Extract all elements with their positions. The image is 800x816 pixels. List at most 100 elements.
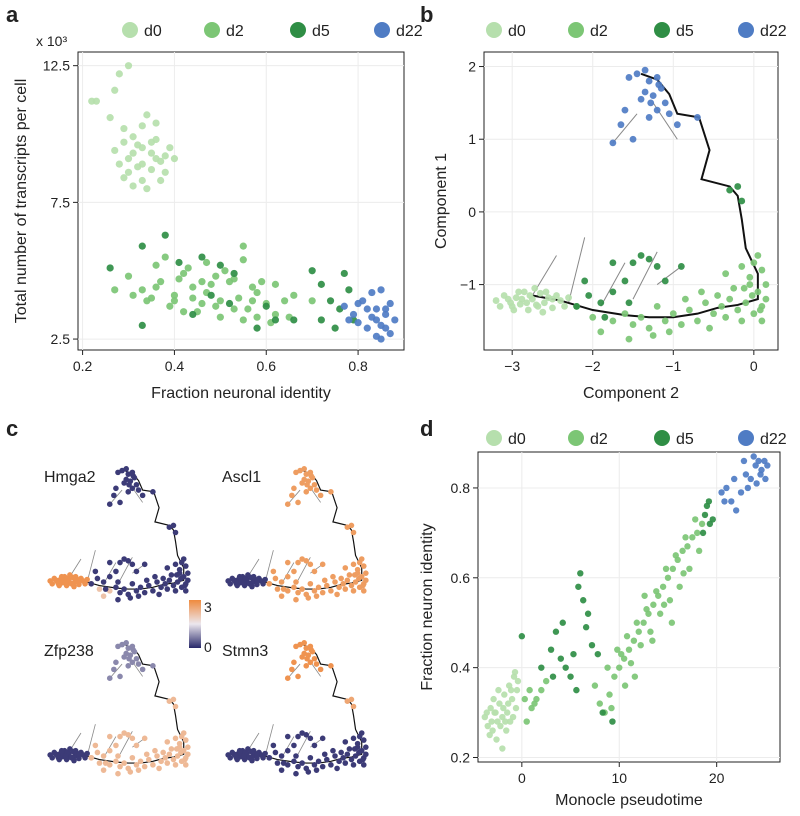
trajectory-backbone	[532, 72, 759, 319]
mini-cell-point	[278, 579, 285, 585]
mini-cell-point	[135, 593, 142, 599]
data-point-d22	[737, 489, 745, 496]
mini-cell-point	[102, 760, 109, 766]
x-tick-label: −3	[504, 358, 520, 374]
data-point-d0	[157, 157, 165, 165]
data-point-d22	[641, 88, 649, 96]
data-point-d2	[680, 570, 687, 577]
mini-cell-point	[299, 586, 305, 592]
data-point-d0	[515, 288, 523, 296]
mini-cell-point	[227, 580, 234, 587]
data-point-d22	[629, 135, 637, 143]
legend-marker-d0	[486, 430, 502, 446]
mini-cell-point	[289, 666, 295, 673]
mini-cell-point	[334, 591, 340, 598]
mini-cell-point	[249, 757, 255, 764]
mini-cell-point	[356, 575, 362, 582]
mini-cell-point	[245, 572, 251, 578]
mini-cell-point	[348, 582, 355, 589]
mini-cell-point	[172, 703, 179, 710]
mini-cell-point	[352, 579, 359, 585]
data-point-d0	[549, 304, 556, 312]
data-point-d0	[524, 306, 532, 314]
data-point-d0	[161, 168, 169, 176]
data-point-d5	[230, 269, 238, 278]
data-point-d5	[726, 186, 734, 194]
mini-cell-point	[182, 737, 189, 743]
data-point-d22	[661, 99, 669, 107]
mini-cell-point	[293, 579, 299, 585]
mini-cell-point	[135, 661, 142, 667]
data-point-d2	[521, 695, 528, 703]
mini-cell-point	[76, 751, 82, 758]
mini-cell-point	[113, 568, 119, 575]
mini-cell-point	[330, 573, 336, 580]
data-point-d0	[120, 174, 128, 182]
y-tick-label: 0	[468, 204, 476, 220]
legend-label-d22: d22	[396, 23, 423, 40]
mini-cell-point	[143, 577, 150, 584]
mini-cell-point	[303, 663, 310, 669]
data-point-d2	[758, 266, 766, 274]
mini-cell-point	[106, 573, 113, 580]
mini-cell-point	[319, 561, 326, 568]
data-point-d0	[539, 308, 547, 316]
data-point-d2	[665, 328, 673, 336]
mini-cell-point	[363, 751, 369, 758]
x-axis-title-a: Fraction neuronal identity	[151, 385, 331, 402]
data-point-d2	[647, 628, 654, 635]
data-point-d5	[198, 253, 206, 261]
legend-label-d5: d5	[312, 23, 330, 40]
mini-cell-point	[232, 579, 239, 585]
mini-cell-point	[307, 754, 314, 761]
data-point-d2	[738, 263, 746, 270]
data-point-d0	[124, 155, 133, 163]
data-point-d2	[248, 283, 257, 291]
data-point-d2	[230, 275, 238, 283]
mini-cell-point	[323, 756, 330, 763]
data-point-d2	[212, 272, 220, 280]
mini-cell-point	[266, 580, 273, 587]
mini-cell-point	[82, 754, 88, 761]
data-point-d5	[573, 302, 581, 310]
data-point-d2	[653, 588, 660, 595]
mini-cell-point	[240, 753, 247, 759]
data-point-d22	[647, 99, 655, 107]
data-point-d22	[750, 453, 757, 460]
data-point-d22	[633, 70, 641, 78]
mini-cell-point	[133, 568, 140, 575]
mini-cell-point	[313, 487, 320, 493]
data-point-d2	[758, 317, 766, 325]
mini-cell-point	[129, 580, 136, 587]
data-point-d22	[747, 475, 754, 483]
data-point-d0	[520, 288, 528, 296]
data-point-d2	[631, 673, 639, 680]
mini-cell-point	[173, 572, 180, 578]
plot-area-a	[77, 51, 405, 351]
mini-cell-point	[351, 572, 358, 578]
data-point-d0	[143, 111, 151, 119]
data-point-d0	[161, 152, 169, 160]
mini-cell-point	[270, 568, 277, 575]
mini-cell-point	[266, 754, 273, 761]
mini-cell-point	[115, 753, 121, 759]
data-point-d5	[106, 264, 114, 272]
mini-cell-point	[328, 489, 334, 495]
mini-cell-point	[332, 753, 338, 759]
mini-cell-point	[106, 559, 113, 566]
data-point-d2	[748, 292, 756, 299]
y-axis-title-b: Component 1	[433, 153, 450, 249]
data-point-d5	[575, 583, 582, 590]
mini-cell-point	[307, 561, 314, 568]
data-point-d2	[625, 335, 633, 343]
data-point-d2	[726, 295, 734, 303]
data-point-d0	[509, 713, 517, 721]
data-point-d2	[641, 592, 648, 599]
mini-cell-point	[84, 750, 90, 757]
mini-cell-point	[185, 570, 191, 576]
data-point-d5	[661, 277, 669, 285]
data-point-d2	[681, 295, 689, 303]
data-point-d5	[705, 498, 713, 505]
data-point-d2	[698, 288, 705, 296]
